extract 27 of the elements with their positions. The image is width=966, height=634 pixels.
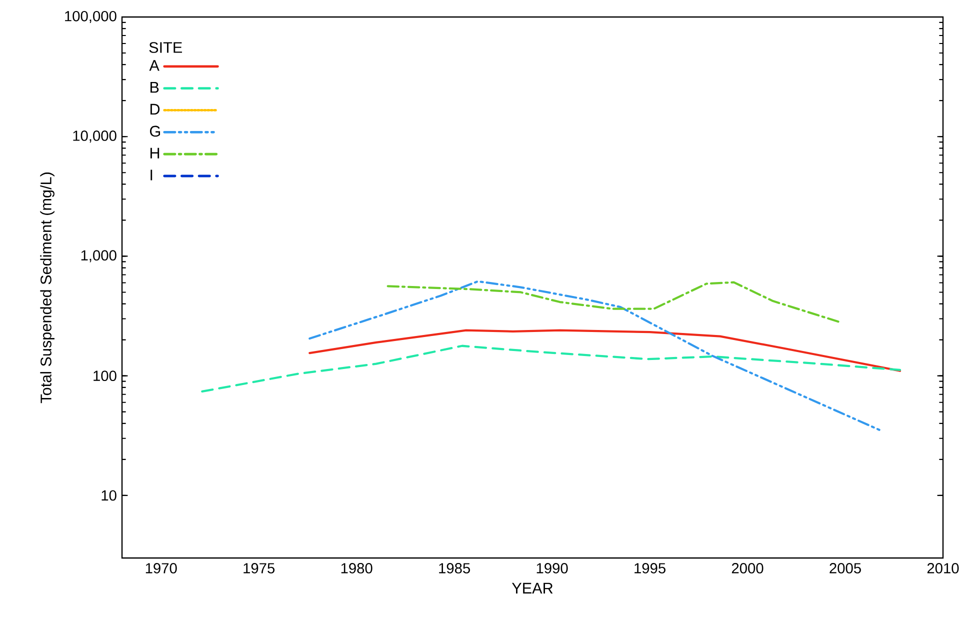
y-axis-title: Total Suspended Sediment (mg/L) — [40, 172, 54, 404]
x-tick-label: 1995 — [634, 563, 666, 574]
y-tick-label: 1,000 — [81, 250, 116, 262]
x-tick-label: 2005 — [830, 563, 861, 574]
line-series — [308, 329, 902, 372]
x-axis-title: YEAR — [512, 582, 553, 594]
x-tick-label: 1990 — [536, 563, 568, 574]
legend-label: G — [150, 126, 160, 137]
y-tick-label: 10 — [102, 490, 116, 501]
line-series — [201, 344, 902, 393]
x-tick-label: 2010 — [927, 563, 959, 574]
y-tick-label: 10,000 — [73, 130, 116, 143]
y-tick-label: 100 — [94, 370, 116, 382]
legend-label: A — [149, 60, 160, 71]
legend-label: D — [150, 104, 160, 114]
line-series — [386, 281, 840, 324]
legend-label: H — [150, 148, 160, 158]
legend-label: I — [150, 170, 152, 180]
x-tick-label: 1975 — [244, 563, 275, 574]
legend-label: B — [150, 82, 159, 93]
line-series — [308, 280, 882, 432]
x-tick-label: 1980 — [341, 563, 372, 574]
x-tick-label: 1970 — [146, 563, 177, 574]
y-tick-label: 100,000 — [65, 10, 116, 24]
x-tick-label: 1985 — [439, 563, 470, 574]
x-tick-label: 2000 — [732, 563, 764, 574]
legend-title: SITE — [149, 42, 182, 53]
